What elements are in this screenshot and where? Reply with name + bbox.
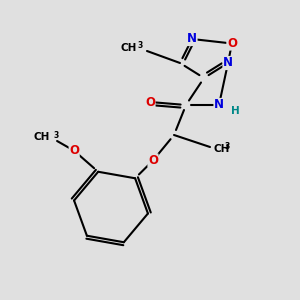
- Text: 3: 3: [54, 131, 59, 140]
- Text: O: O: [148, 154, 158, 167]
- Text: CH: CH: [34, 132, 50, 142]
- Text: 3: 3: [224, 142, 230, 151]
- Text: O: O: [69, 144, 79, 157]
- Text: N: N: [214, 98, 224, 112]
- Text: CH: CH: [213, 143, 230, 154]
- Text: 3: 3: [138, 41, 143, 50]
- Text: O: O: [145, 95, 155, 109]
- Text: H: H: [231, 106, 240, 116]
- Text: CH: CH: [120, 43, 136, 53]
- Text: N: N: [223, 56, 233, 70]
- Text: O: O: [227, 37, 237, 50]
- Text: N: N: [187, 32, 197, 46]
